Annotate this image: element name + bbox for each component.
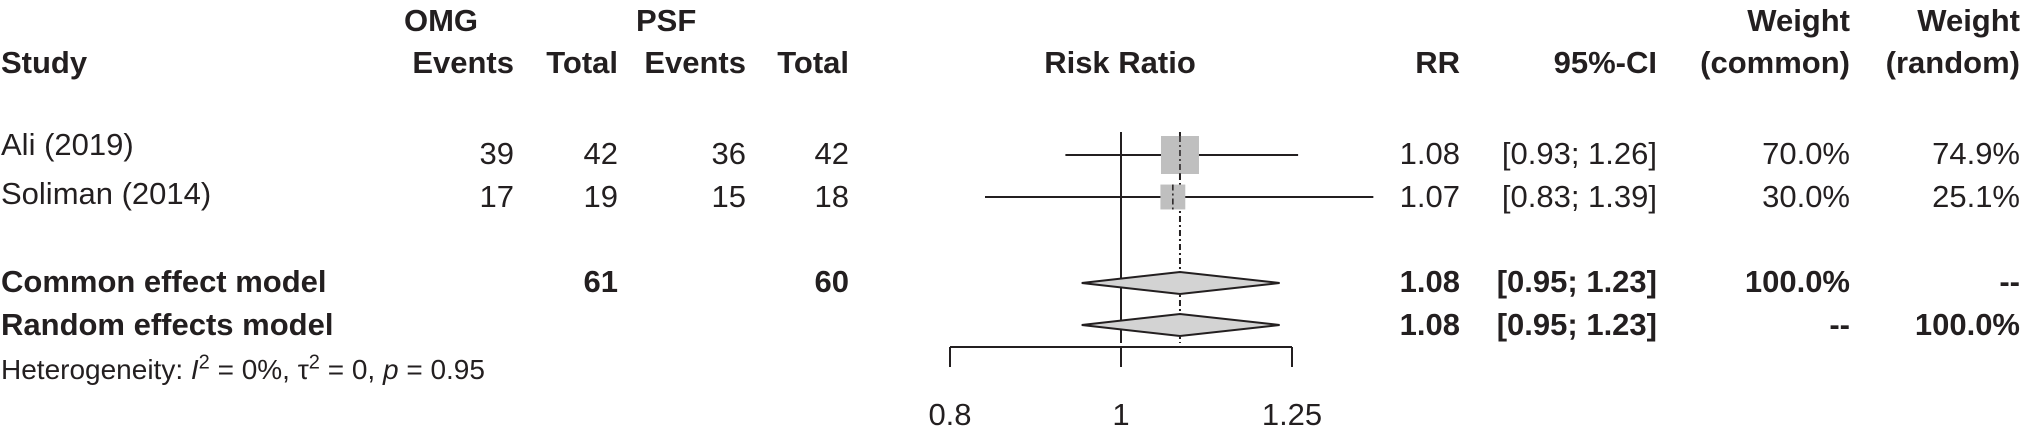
- i2-symbol: I: [190, 354, 199, 385]
- study-events2: 36: [711, 136, 746, 171]
- common-model-weight-random: --: [1999, 264, 2020, 299]
- common-model-weight-common: 100.0%: [1744, 264, 1850, 299]
- random-model-ci: [0.95; 1.23]: [1496, 307, 1657, 342]
- x-axis-tick-label: 0.8: [928, 397, 971, 432]
- p-value: = 0.95: [398, 354, 485, 385]
- random-model-weight-random: 100.0%: [1914, 307, 2020, 342]
- heterogeneity-text: Heterogeneity: I2 = 0%, τ2 = 0, p = 0.95: [1, 352, 485, 388]
- weight-common-header-line2: (common): [1700, 45, 1850, 80]
- x-axis-tick-label: 1.25: [1262, 397, 1322, 432]
- group1-header: OMG: [404, 3, 479, 38]
- rr-header: RR: [1415, 45, 1460, 80]
- study-weight-common: 70.0%: [1762, 136, 1850, 171]
- study-events1: 39: [479, 136, 514, 171]
- study-ci: [0.83; 1.39]: [1501, 179, 1657, 214]
- random-model-label: Random effects model: [1, 307, 334, 342]
- total1-header: Total: [546, 45, 618, 80]
- weight-common-header-line1: Weight: [1747, 3, 1850, 38]
- heterogeneity-prefix: Heterogeneity:: [1, 354, 191, 385]
- study-rr: 1.08: [1399, 136, 1460, 171]
- study-header: Study: [1, 45, 88, 80]
- risk-ratio-header: Risk Ratio: [1044, 45, 1196, 80]
- study-weight-random: 74.9%: [1932, 136, 2020, 171]
- i2-value: = 0%,: [209, 354, 298, 385]
- i2-superscript: 2: [198, 351, 210, 374]
- study-rr: 1.07: [1399, 179, 1460, 214]
- study-ci: [0.93; 1.26]: [1501, 136, 1657, 171]
- common-model-label: Common effect model: [1, 264, 327, 299]
- tau-value: = 0,: [319, 354, 383, 385]
- study-weight-random: 25.1%: [1932, 179, 2020, 214]
- group2-header: PSF: [636, 3, 697, 38]
- common-model-rr: 1.08: [1399, 264, 1460, 299]
- study-total1: 42: [583, 136, 618, 171]
- common-model-total2: 60: [814, 264, 849, 299]
- x-axis-tick-label: 1: [1112, 397, 1129, 432]
- events1-header: Events: [412, 45, 514, 80]
- study-name: Ali (2019): [1, 127, 134, 162]
- study-events2: 15: [711, 179, 746, 214]
- p-symbol: p: [382, 354, 399, 385]
- tau-symbol: τ: [297, 354, 309, 385]
- common-model-ci: [0.95; 1.23]: [1496, 264, 1657, 299]
- pooled-diamond: [1081, 312, 1280, 338]
- pooled-diamond: [1081, 270, 1280, 296]
- weight-random-header-line1: Weight: [1917, 3, 2020, 38]
- total2-header: Total: [777, 45, 849, 80]
- study-weight-common: 30.0%: [1762, 179, 1850, 214]
- common-model-total1: 61: [583, 264, 618, 299]
- study-total1: 19: [583, 179, 618, 214]
- events2-header: Events: [644, 45, 746, 80]
- study-total2: 18: [814, 179, 849, 214]
- study-total2: 42: [814, 136, 849, 171]
- study-events1: 17: [479, 179, 514, 214]
- weight-random-header-line2: (random): [1885, 45, 2020, 80]
- ci-header: 95%-CI: [1553, 45, 1657, 80]
- study-name: Soliman (2014): [1, 176, 212, 211]
- random-model-weight-common: --: [1829, 307, 1850, 342]
- random-model-rr: 1.08: [1399, 307, 1460, 342]
- tau-superscript: 2: [308, 351, 320, 374]
